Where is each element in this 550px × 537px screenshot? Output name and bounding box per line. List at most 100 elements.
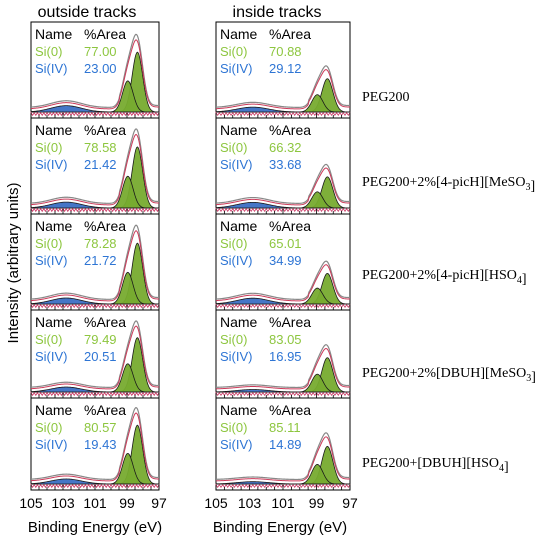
legend-si4-label: Si(IV) xyxy=(35,437,68,452)
sample-label-3: PEG200+2%[4-picH][HSO4] xyxy=(362,268,527,287)
si4-oxide-peak xyxy=(30,297,159,305)
legend-si4-value: 29.12 xyxy=(269,61,302,76)
legend-si0-value: 77.00 xyxy=(84,44,117,59)
baseline-noise xyxy=(30,303,160,309)
sample-label-2: PEG200+2%[4-picH][MeSO3] xyxy=(362,175,535,194)
column-title-inside: inside tracks xyxy=(233,4,322,21)
baseline-noise xyxy=(30,111,160,117)
legend-name-header: Name xyxy=(220,402,258,418)
legend-si0-value: 70.88 xyxy=(269,44,302,59)
si0-2p3-peak xyxy=(216,272,351,305)
baseline-noise xyxy=(30,483,160,489)
baseline-noise xyxy=(30,391,160,397)
fit-envelope-line xyxy=(215,264,350,302)
baseline-noise xyxy=(215,483,351,489)
si4-oxide-peak xyxy=(30,105,159,113)
legend-si4-value: 20.51 xyxy=(84,349,117,364)
si4-oxide-peak xyxy=(215,297,350,305)
legend-si4-label: Si(IV) xyxy=(35,157,68,172)
raw-spectrum-line xyxy=(30,224,160,300)
legend-si4-value: 21.72 xyxy=(84,253,117,268)
raw-spectrum-line xyxy=(30,33,160,108)
legend-si0-label: Si(0) xyxy=(220,140,247,155)
baseline-noise xyxy=(215,111,351,117)
legend-area-header: %Area xyxy=(84,26,126,42)
legend-si0-label: Si(0) xyxy=(35,140,62,155)
legend-si4-value: 34.99 xyxy=(269,253,302,268)
legend-name-header: Name xyxy=(35,122,73,138)
fit-envelope-line xyxy=(215,167,350,206)
legend-si4-label: Si(IV) xyxy=(35,253,68,268)
fit-envelope-line xyxy=(30,39,160,110)
x-tick-label-inside: 103 xyxy=(238,495,262,511)
si4-oxide-peak xyxy=(30,386,159,393)
legend-si0-label: Si(0) xyxy=(35,236,62,251)
legend-area-header: %Area xyxy=(269,314,311,330)
legend-si0-value: 85.11 xyxy=(269,420,301,435)
baseline-noise xyxy=(215,303,351,309)
legend-name-header: Name xyxy=(35,314,73,330)
legend-si0-label: Si(0) xyxy=(220,332,247,347)
legend-si0-value: 65.01 xyxy=(269,236,302,251)
legend-si0-label: Si(0) xyxy=(220,420,247,435)
legend-name-header: Name xyxy=(35,218,73,234)
si4-oxide-peak xyxy=(30,478,159,485)
fit-envelope-line xyxy=(30,325,160,390)
legend-si4-value: 19.43 xyxy=(84,437,117,452)
panel-outside-5: Name %Area Si(0) 80.57 Si(IV) 19.43 xyxy=(30,397,160,491)
panel-outside-3: Name %Area Si(0) 78.28 Si(IV) 21.72 xyxy=(30,213,160,311)
legend-si4-value: 14.89 xyxy=(269,437,302,452)
legend-area-header: %Area xyxy=(84,218,126,234)
raw-spectrum-line xyxy=(215,163,350,204)
legend-si4-label: Si(IV) xyxy=(220,61,253,76)
legend-si4-label: Si(IV) xyxy=(35,61,68,76)
legend-si0-label: Si(0) xyxy=(220,44,247,59)
x-tick-label-inside: 101 xyxy=(271,495,295,511)
si4-oxide-peak xyxy=(215,389,350,393)
legend-si4-label: Si(IV) xyxy=(220,253,253,268)
legend-si4-label: Si(IV) xyxy=(220,157,253,172)
baseline-noise xyxy=(30,207,160,213)
raw-spectrum-line xyxy=(30,128,160,204)
x-tick-label-inside: 105 xyxy=(204,495,228,511)
panel-inside-1: Name %Area Si(0) 70.88 Si(IV) 29.12 xyxy=(215,21,351,119)
si4-oxide-peak xyxy=(215,106,350,113)
fit-envelope-line xyxy=(30,230,160,302)
raw-spectrum-line xyxy=(215,260,350,300)
column-title-outside: outside tracks xyxy=(38,4,137,21)
fit-envelope-line xyxy=(30,134,160,206)
sample-label-5: PEG200+[DBUH][HSO4] xyxy=(362,456,509,475)
legend-name-header: Name xyxy=(35,26,73,42)
x-tick-label-outside: 97 xyxy=(151,495,167,511)
legend-area-header: %Area xyxy=(84,122,126,138)
x-axis-label-left: Binding Energy (eV) xyxy=(28,519,162,536)
legend-si0-value: 79.49 xyxy=(84,332,117,347)
panel-outside-4: Name %Area Si(0) 79.49 Si(IV) 20.51 xyxy=(30,309,160,399)
legend-area-header: %Area xyxy=(269,122,311,138)
x-tick-label-outside: 101 xyxy=(83,495,107,511)
legend-si0-label: Si(0) xyxy=(35,420,62,435)
legend-si4-value: 33.68 xyxy=(269,157,302,172)
raw-spectrum-line xyxy=(215,344,351,389)
panels-group: Name %Area Si(0) 77.00 Si(IV) 23.00 Name %Area S… xyxy=(19,21,358,511)
legend-name-header: Name xyxy=(35,402,73,418)
panel-inside-2: Name %Area Si(0) 66.32 Si(IV) 33.68 xyxy=(215,117,351,215)
legend-si0-value: 78.28 xyxy=(84,236,117,251)
legend-si0-value: 66.32 xyxy=(269,140,302,155)
legend-si4-value: 21.42 xyxy=(84,157,117,172)
panel-inside-4: Name %Area Si(0) 83.05 Si(IV) 16.95 xyxy=(215,309,351,399)
legend-si0-label: Si(0) xyxy=(35,332,62,347)
y-axis-label: Intensity (arbitrary units) xyxy=(5,183,22,344)
legend-area-header: %Area xyxy=(84,314,126,330)
sample-label-4: PEG200+2%[DBUH][MeSO3] xyxy=(362,366,536,385)
raw-spectrum-line xyxy=(215,65,351,108)
x-tick-label-outside: 105 xyxy=(19,495,43,511)
legend-name-header: Name xyxy=(220,218,258,234)
baseline-noise xyxy=(215,207,351,213)
raw-spectrum-line xyxy=(30,320,160,388)
x-tick-label-outside: 99 xyxy=(119,495,135,511)
panel-outside-1: Name %Area Si(0) 77.00 Si(IV) 23.00 xyxy=(30,21,160,119)
legend-si4-value: 16.95 xyxy=(269,349,302,364)
si4-oxide-peak xyxy=(215,201,350,209)
legend-area-header: %Area xyxy=(84,402,126,418)
